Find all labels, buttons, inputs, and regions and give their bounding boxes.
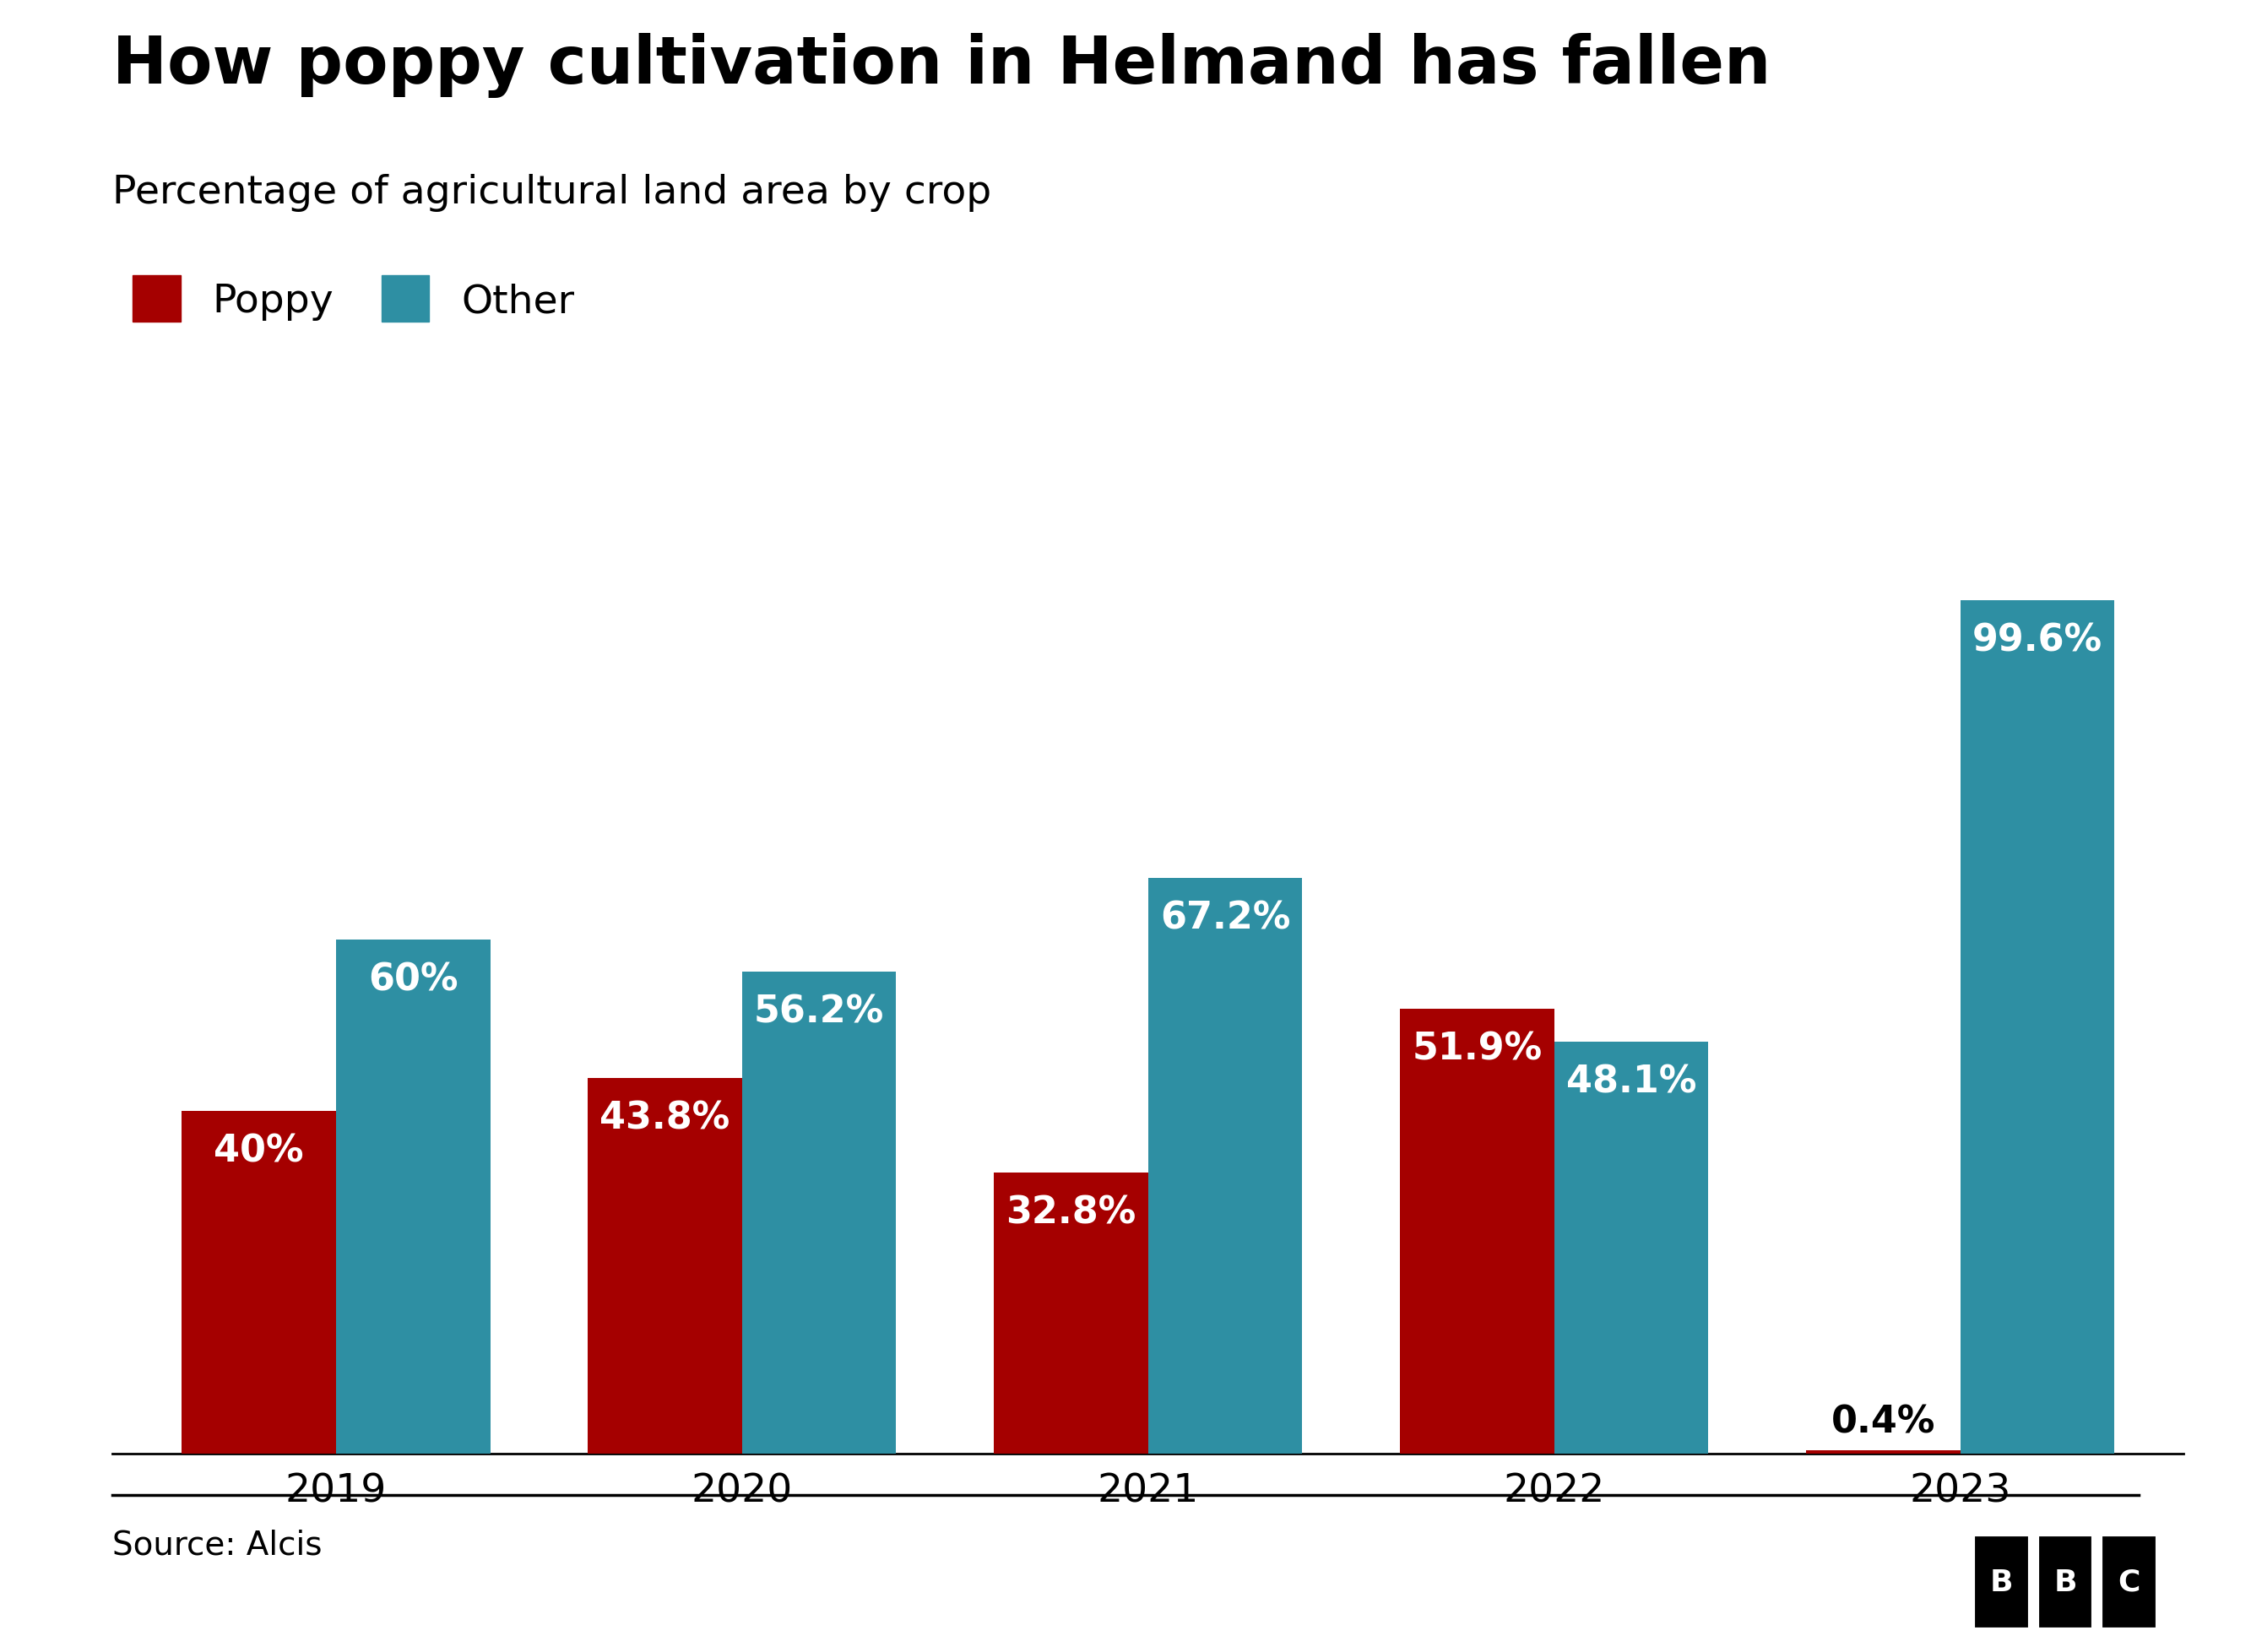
Bar	[993, 1173, 1148, 1454]
Bar	[335, 940, 491, 1454]
Bar	[1805, 1450, 1961, 1454]
Bar	[1400, 1009, 1553, 1454]
Text: 40%: 40%	[214, 1133, 304, 1170]
Bar	[588, 1079, 743, 1454]
Text: How poppy cultivation in Helmand has fallen: How poppy cultivation in Helmand has fal…	[113, 33, 1772, 97]
Bar	[1974, 1535, 2030, 1629]
Text: 51.9%: 51.9%	[1411, 1031, 1542, 1067]
Text: C: C	[2118, 1568, 2141, 1596]
Text: 56.2%: 56.2%	[754, 995, 885, 1031]
Bar	[1148, 879, 1303, 1454]
Text: B: B	[2053, 1568, 2078, 1596]
Text: Source: Alcis: Source: Alcis	[113, 1528, 322, 1559]
Text: 99.6%: 99.6%	[1972, 623, 2102, 657]
Bar	[1553, 1042, 1709, 1454]
Text: 48.1%: 48.1%	[1567, 1064, 1697, 1100]
Text: 0.4%: 0.4%	[1830, 1404, 1936, 1441]
Bar	[1961, 601, 2114, 1454]
Text: B: B	[1990, 1568, 2012, 1596]
Legend: Poppy, Other: Poppy, Other	[133, 276, 574, 322]
Text: 43.8%: 43.8%	[599, 1100, 729, 1137]
Text: 32.8%: 32.8%	[1006, 1194, 1137, 1231]
Bar	[2037, 1535, 2093, 1629]
Bar	[182, 1112, 335, 1454]
Bar	[743, 973, 896, 1454]
Text: Percentage of agricultural land area by crop: Percentage of agricultural land area by …	[113, 173, 993, 211]
Text: 60%: 60%	[369, 961, 457, 998]
Bar	[2100, 1535, 2156, 1629]
Text: 67.2%: 67.2%	[1159, 900, 1290, 935]
